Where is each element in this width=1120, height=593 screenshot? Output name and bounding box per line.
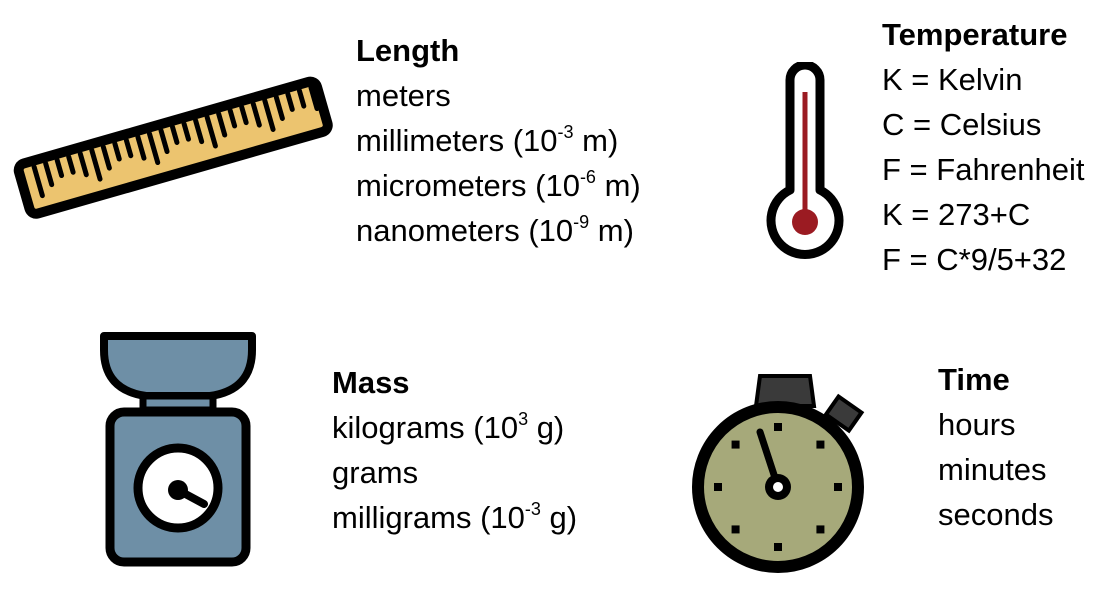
length-section: Length meters millimeters (10-3 m) micro… [356,28,641,253]
temperature-section: Temperature K = Kelvin C = Celsius F = F… [882,12,1084,282]
length-title: Length [356,33,460,68]
mass-unit-milligrams: milligrams (10-3 g) [332,498,578,535]
ruler-tick [262,98,276,132]
mass-unit-kilograms: kilograms (103 g) [332,408,565,445]
ruler-tick [170,124,180,145]
ruler-tick [158,127,170,155]
temperature-celsius: C = Celsius [882,107,1042,142]
ruler-tick [285,91,295,112]
stopwatch-tick [774,543,782,551]
length-unit-micrometers: micrometers (10-6 m) [356,166,641,203]
stopwatch-tick [816,440,825,449]
scale-icon [100,332,256,567]
ruler-icon [13,76,333,219]
temperature-kelvin: K = Kelvin [882,62,1023,97]
time-unit-seconds: seconds [938,497,1054,532]
ruler-tick [146,131,161,166]
ruler-tick [216,111,228,138]
ruler-tick [66,154,76,175]
temperature-fahrenheit: F = Fahrenheit [882,152,1085,187]
ruler-tick [77,151,89,178]
ruler-tick [135,134,147,161]
length-unit-nanometers: nanometers (10-9 m) [356,211,634,248]
mass-unit-grams: grams [332,455,419,490]
ruler-tick [43,160,55,188]
ruler-tick [112,141,122,162]
ruler-tick [227,108,238,129]
temperature-kelvin-formula: K = 273+C [882,197,1031,232]
thermometer-icon [766,62,844,260]
ruler-tick [193,117,205,145]
stopwatch-icon [692,374,865,573]
length-unit-millimeters: millimeters (10-3 m) [356,121,619,158]
stopwatch-tick [731,525,740,534]
time-unit-hours: hours [938,407,1016,442]
ruler-tick [31,164,45,199]
stopwatch-tick [774,423,782,431]
ruler-tick [54,157,65,179]
stopwatch-tick [834,483,842,491]
mass-title: Mass [332,365,410,400]
ruler-tick [273,94,285,121]
ruler-tick [89,147,103,182]
temperature-title: Temperature [882,17,1068,52]
time-section: Time hours minutes seconds [938,357,1053,537]
ruler-tick [308,84,320,112]
ruler-tick [181,121,191,142]
stopwatch-tick [714,483,722,491]
ruler-tick [100,144,112,171]
ruler-tick [204,114,218,149]
time-unit-minutes: minutes [938,452,1047,487]
ruler-tick [296,88,307,109]
ruler-tick [250,101,262,128]
stopwatch-tick [816,525,825,534]
temperature-fahrenheit-formula: F = C*9/5+32 [882,242,1067,277]
ruler-tick [239,104,249,126]
ruler-tick [123,137,134,159]
stopwatch-tick [731,440,740,449]
time-title: Time [938,362,1010,397]
mass-section: Mass kilograms (103 g) grams milligrams … [332,360,577,540]
length-unit-meters: meters [356,78,451,113]
